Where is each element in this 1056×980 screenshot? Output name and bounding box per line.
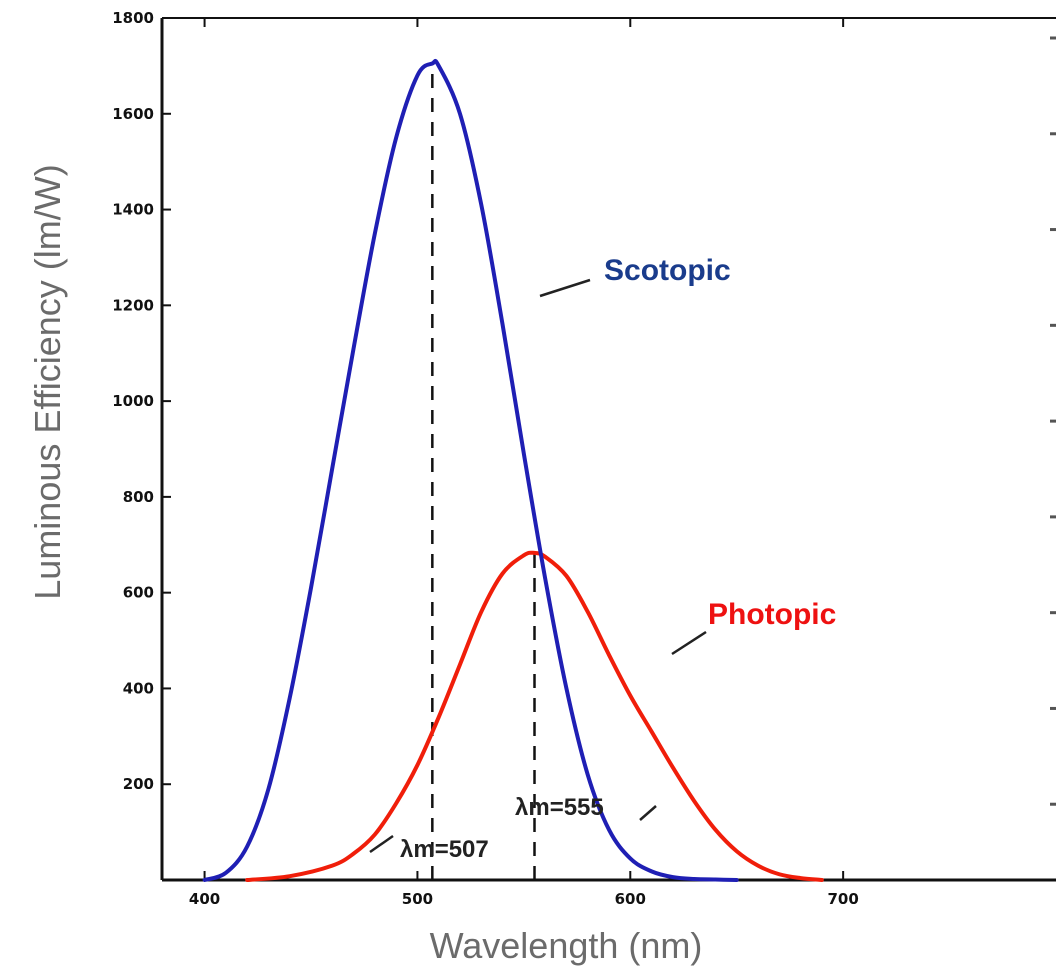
series-line-photopic	[245, 550, 824, 882]
x-axis-title: Wavelength (nm)	[430, 925, 703, 966]
x-tick-label-600: 600	[615, 890, 646, 908]
x-tick-label-700: 700	[827, 890, 858, 908]
y-tick-label-1800: 1800	[112, 9, 154, 27]
y-axis-title: Luminous Efficiency (lm/W)	[27, 164, 68, 599]
series-label-scotopic: Scotopic	[604, 254, 731, 287]
y-tick-label-600: 600	[123, 584, 154, 602]
annotation-507-leader-line	[369, 834, 394, 854]
y-tick-label-800: 800	[123, 488, 154, 506]
y-tick-label-400: 400	[123, 679, 154, 697]
photopic-leader-line	[671, 630, 707, 656]
y-tick-label-1200: 1200	[112, 296, 154, 314]
series-label-photopic: Photopic	[708, 598, 836, 631]
scotopic-leader-line	[539, 278, 591, 298]
x-tick-label-400: 400	[189, 890, 220, 908]
y-tick-label-200: 200	[123, 775, 154, 793]
annotation-555-leader-line	[639, 805, 657, 821]
y-tick-label-1600: 1600	[112, 105, 154, 123]
annotation-peak-507: λm=507	[400, 836, 489, 863]
series-line-scotopic	[202, 58, 739, 882]
y-tick-label-1000: 1000	[112, 392, 154, 410]
x-tick-label-500: 500	[402, 890, 433, 908]
annotation-peak-555: λm=555	[515, 794, 604, 821]
y-tick-label-1400: 1400	[112, 201, 154, 219]
